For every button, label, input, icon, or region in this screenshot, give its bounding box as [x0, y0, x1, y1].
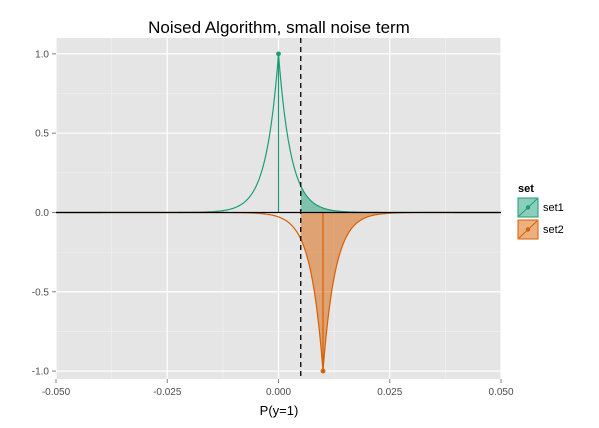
- x-tick-label: 0.050: [488, 387, 513, 398]
- x-axis-title: P(y=1): [260, 403, 299, 418]
- axis-ticks: -0.050 -0.025 0.000 0.025 0.050 -1.0 -0.5 0.0 0.…: [32, 49, 514, 398]
- x-tick-label: -0.050: [42, 387, 71, 398]
- legend-key-point-set2: [525, 227, 531, 232]
- peak-point-set2: [320, 368, 326, 374]
- x-tick-label: 0.025: [377, 387, 402, 398]
- x-tick-label: 0.000: [266, 387, 291, 398]
- chart-title: Noised Algorithm, small noise term: [148, 18, 410, 37]
- series-curves: [56, 51, 501, 374]
- y-tick-label: -0.5: [32, 287, 50, 298]
- y-tick-label: 0.5: [35, 129, 49, 140]
- y-tick-label: 0.0: [35, 208, 49, 219]
- shaded-areas: [300, 185, 501, 372]
- legend-label-set2: set2: [543, 224, 564, 236]
- legend-title: set: [518, 183, 534, 195]
- shaded-area-set1: [300, 185, 501, 213]
- legend-key-point-set1: [525, 205, 531, 210]
- legend-label-set1: set1: [543, 202, 564, 214]
- legend: set set1 set2: [517, 183, 564, 240]
- y-tick-label: -1.0: [32, 367, 50, 378]
- y-tick-label: 1.0: [35, 49, 49, 60]
- x-tick-label: -0.025: [153, 387, 182, 398]
- shaded-area-set2: [300, 212, 501, 372]
- peak-point-set1: [276, 51, 281, 57]
